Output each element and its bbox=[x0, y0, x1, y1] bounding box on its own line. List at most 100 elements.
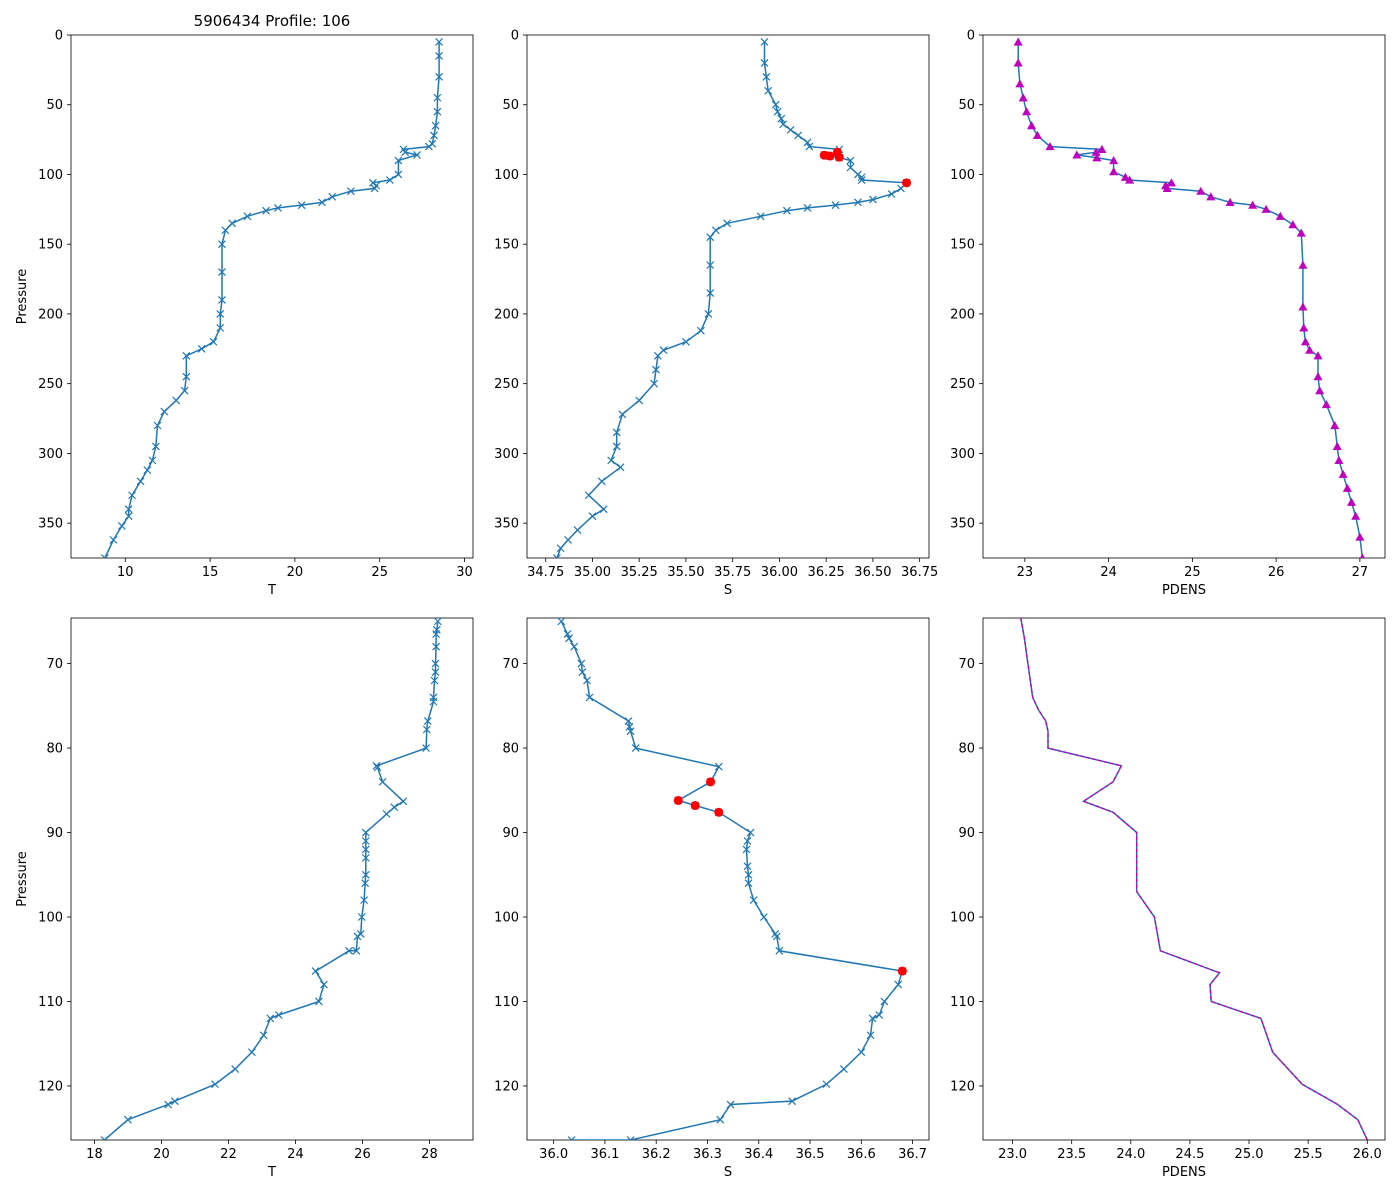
y-tick-label: 300 bbox=[950, 447, 975, 462]
x-tick-label: 36.4 bbox=[744, 1147, 773, 1162]
series-line-PDENS bbox=[1017, 42, 1364, 558]
plot-area-T-zoom bbox=[100, 618, 442, 1140]
data-point bbox=[430, 676, 439, 685]
flagged-point bbox=[690, 801, 700, 811]
data-point bbox=[151, 442, 160, 451]
data-point bbox=[394, 170, 403, 179]
data-point bbox=[706, 289, 715, 297]
y-tick-label: 70 bbox=[46, 657, 63, 672]
data-point bbox=[297, 201, 306, 210]
data-point bbox=[584, 491, 593, 500]
data-point-triangle bbox=[1299, 323, 1309, 332]
data-point bbox=[433, 107, 442, 116]
x-axis-label: T bbox=[267, 1165, 276, 1180]
data-point bbox=[197, 344, 206, 353]
data-point-triangle bbox=[1261, 204, 1271, 213]
series-line-T bbox=[104, 621, 439, 1140]
data-point bbox=[117, 521, 126, 530]
data-point bbox=[756, 212, 765, 221]
data-point bbox=[172, 396, 181, 405]
x-tick-label: 36.75 bbox=[901, 565, 938, 580]
x-tick-label: 10 bbox=[117, 565, 134, 580]
data-point bbox=[854, 198, 862, 207]
series-line-S bbox=[556, 42, 909, 558]
data-point bbox=[880, 997, 889, 1006]
data-point bbox=[846, 163, 855, 172]
y-tick-label: 100 bbox=[950, 168, 975, 183]
data-point bbox=[760, 38, 769, 46]
x-tick-label: 36.5 bbox=[796, 1147, 825, 1162]
data-point bbox=[100, 554, 109, 558]
series-line-S bbox=[560, 621, 904, 1140]
panel-S-full: 34.75 35.00 35.25 35.50 35.75 36.00 36.25 36.50… bbox=[494, 29, 938, 599]
data-point-triangle bbox=[1109, 167, 1119, 176]
data-point-triangle bbox=[1300, 337, 1310, 346]
data-point bbox=[742, 845, 751, 854]
data-point bbox=[274, 204, 282, 212]
data-point bbox=[401, 148, 410, 157]
data-point-triangle bbox=[1359, 553, 1365, 558]
y-tick-label: 80 bbox=[502, 742, 519, 757]
y-tick-label: 80 bbox=[46, 742, 63, 757]
data-point bbox=[866, 1031, 875, 1040]
data-point-triangle bbox=[1120, 172, 1130, 181]
x-tick-label: 26 bbox=[1268, 565, 1285, 580]
flagged-point bbox=[714, 807, 724, 817]
y-tick-label: 90 bbox=[46, 826, 63, 841]
x-tick-label: 35.75 bbox=[714, 565, 751, 580]
data-point bbox=[583, 676, 591, 685]
x-tick-label: 24.0 bbox=[1116, 1147, 1145, 1162]
data-point bbox=[143, 466, 152, 475]
data-point bbox=[218, 268, 226, 277]
x-tick-label: 20 bbox=[153, 1147, 170, 1162]
axes-frame-S-zoom bbox=[526, 617, 930, 1141]
y-tick-label: 90 bbox=[958, 826, 975, 841]
data-point bbox=[779, 120, 788, 129]
data-point-triangle bbox=[1338, 469, 1348, 478]
x-axis-label: T bbox=[267, 583, 276, 598]
data-point bbox=[653, 351, 662, 360]
y-axis-label: Pressure bbox=[15, 269, 30, 325]
data-point bbox=[413, 151, 421, 159]
x-tick-label: 30 bbox=[456, 565, 473, 580]
data-point bbox=[557, 618, 566, 626]
x-tick-label: 35.50 bbox=[667, 565, 704, 580]
x-tick-label: 22 bbox=[220, 1147, 237, 1162]
data-point bbox=[760, 58, 769, 67]
data-point bbox=[124, 512, 133, 521]
x-axis-label: PDENS bbox=[1162, 1165, 1206, 1180]
y-tick-label: 200 bbox=[38, 307, 63, 322]
x-tick-label: 36.50 bbox=[854, 565, 891, 580]
y-tick-label: 0 bbox=[511, 29, 519, 44]
data-point bbox=[314, 997, 323, 1006]
data-point bbox=[361, 853, 370, 862]
figure-title: 5906434 Profile: 106 bbox=[194, 12, 351, 30]
x-tick-label: 28 bbox=[421, 1147, 438, 1162]
data-point bbox=[803, 138, 812, 147]
data-point bbox=[231, 1065, 240, 1073]
data-point bbox=[706, 233, 715, 242]
data-point bbox=[100, 1136, 109, 1140]
data-point bbox=[274, 1011, 283, 1019]
axes-frame-PDENS-full bbox=[982, 34, 1386, 559]
data-point bbox=[216, 310, 225, 318]
y-tick-label: 70 bbox=[958, 657, 975, 672]
data-point bbox=[353, 932, 362, 941]
data-point-triangle bbox=[1097, 144, 1107, 153]
data-point bbox=[854, 170, 862, 179]
data-point bbox=[435, 38, 444, 46]
plot-area-S-full bbox=[552, 38, 912, 558]
data-point-triangle bbox=[1248, 200, 1258, 209]
plot-area-S-zoom bbox=[557, 618, 907, 1140]
data-point bbox=[746, 828, 755, 837]
panel-PDENS-full: 23 24 25 26 27 0 50 100 150 200 250 300 350 PDENS bbox=[950, 29, 1386, 598]
data-point bbox=[218, 296, 226, 304]
data-point bbox=[243, 212, 252, 221]
data-point bbox=[762, 72, 771, 81]
data-point bbox=[607, 456, 616, 465]
data-point bbox=[109, 535, 118, 544]
data-point bbox=[429, 697, 438, 706]
flagged-point bbox=[902, 178, 912, 188]
data-point bbox=[839, 1065, 848, 1073]
x-tick-label: 23.5 bbox=[1057, 1147, 1086, 1162]
